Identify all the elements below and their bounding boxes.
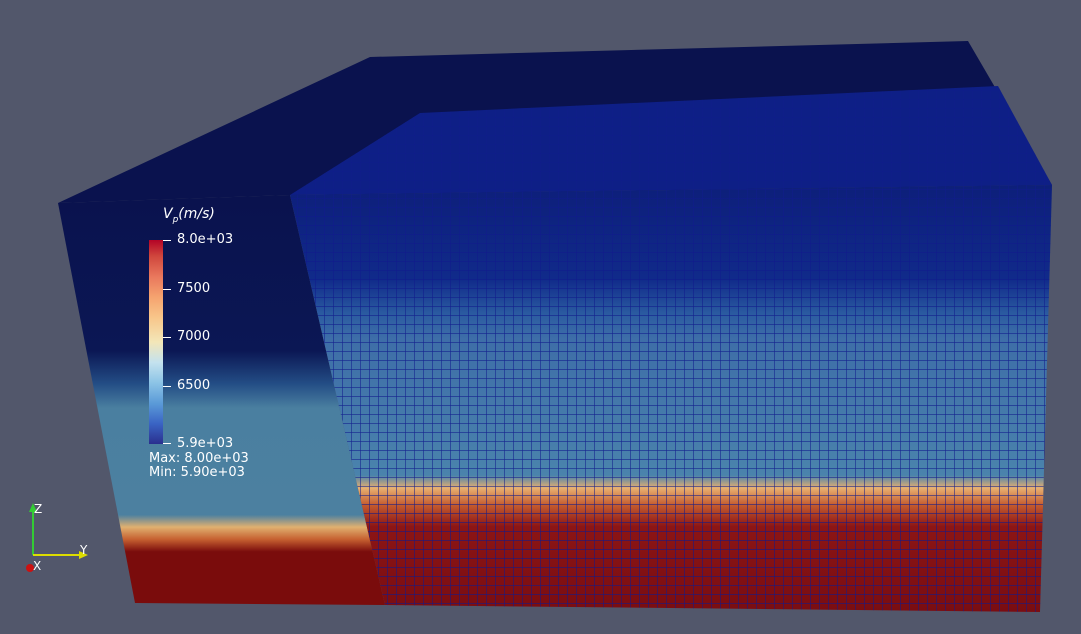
colorbar-label-7000: 7000: [177, 329, 211, 344]
colorbar-title-var: V: [163, 206, 173, 222]
colorbar-tick: [163, 337, 171, 338]
data-range-max: Max: 8.00e+03: [149, 451, 249, 466]
colorbar-label-7500: 7500: [177, 281, 211, 296]
colorbar-tick: [163, 386, 171, 387]
axis-y-label: Y: [79, 543, 88, 557]
colorbar-gradient: [149, 240, 163, 444]
orientation-axes: Z Y X: [26, 502, 88, 573]
colorbar-label-min: 5.9e+03: [177, 436, 234, 451]
axis-z-label: Z: [34, 502, 42, 516]
model-left-face: [58, 195, 385, 605]
colorbar-tick: [163, 289, 171, 290]
colorbar-tick: [163, 240, 171, 241]
axis-x-label: X: [33, 559, 41, 573]
colorbar-title-unit: (m/s): [178, 206, 215, 222]
colorbar-tick: [163, 443, 171, 444]
colorbar-title: Vp(m/s): [163, 206, 215, 225]
data-range-min: Min: 5.90e+03: [149, 465, 245, 480]
colorbar-label-max: 8.0e+03: [177, 232, 234, 247]
colorbar-label-6500: 6500: [177, 378, 211, 393]
colorbar-title-sub: p: [172, 214, 179, 225]
